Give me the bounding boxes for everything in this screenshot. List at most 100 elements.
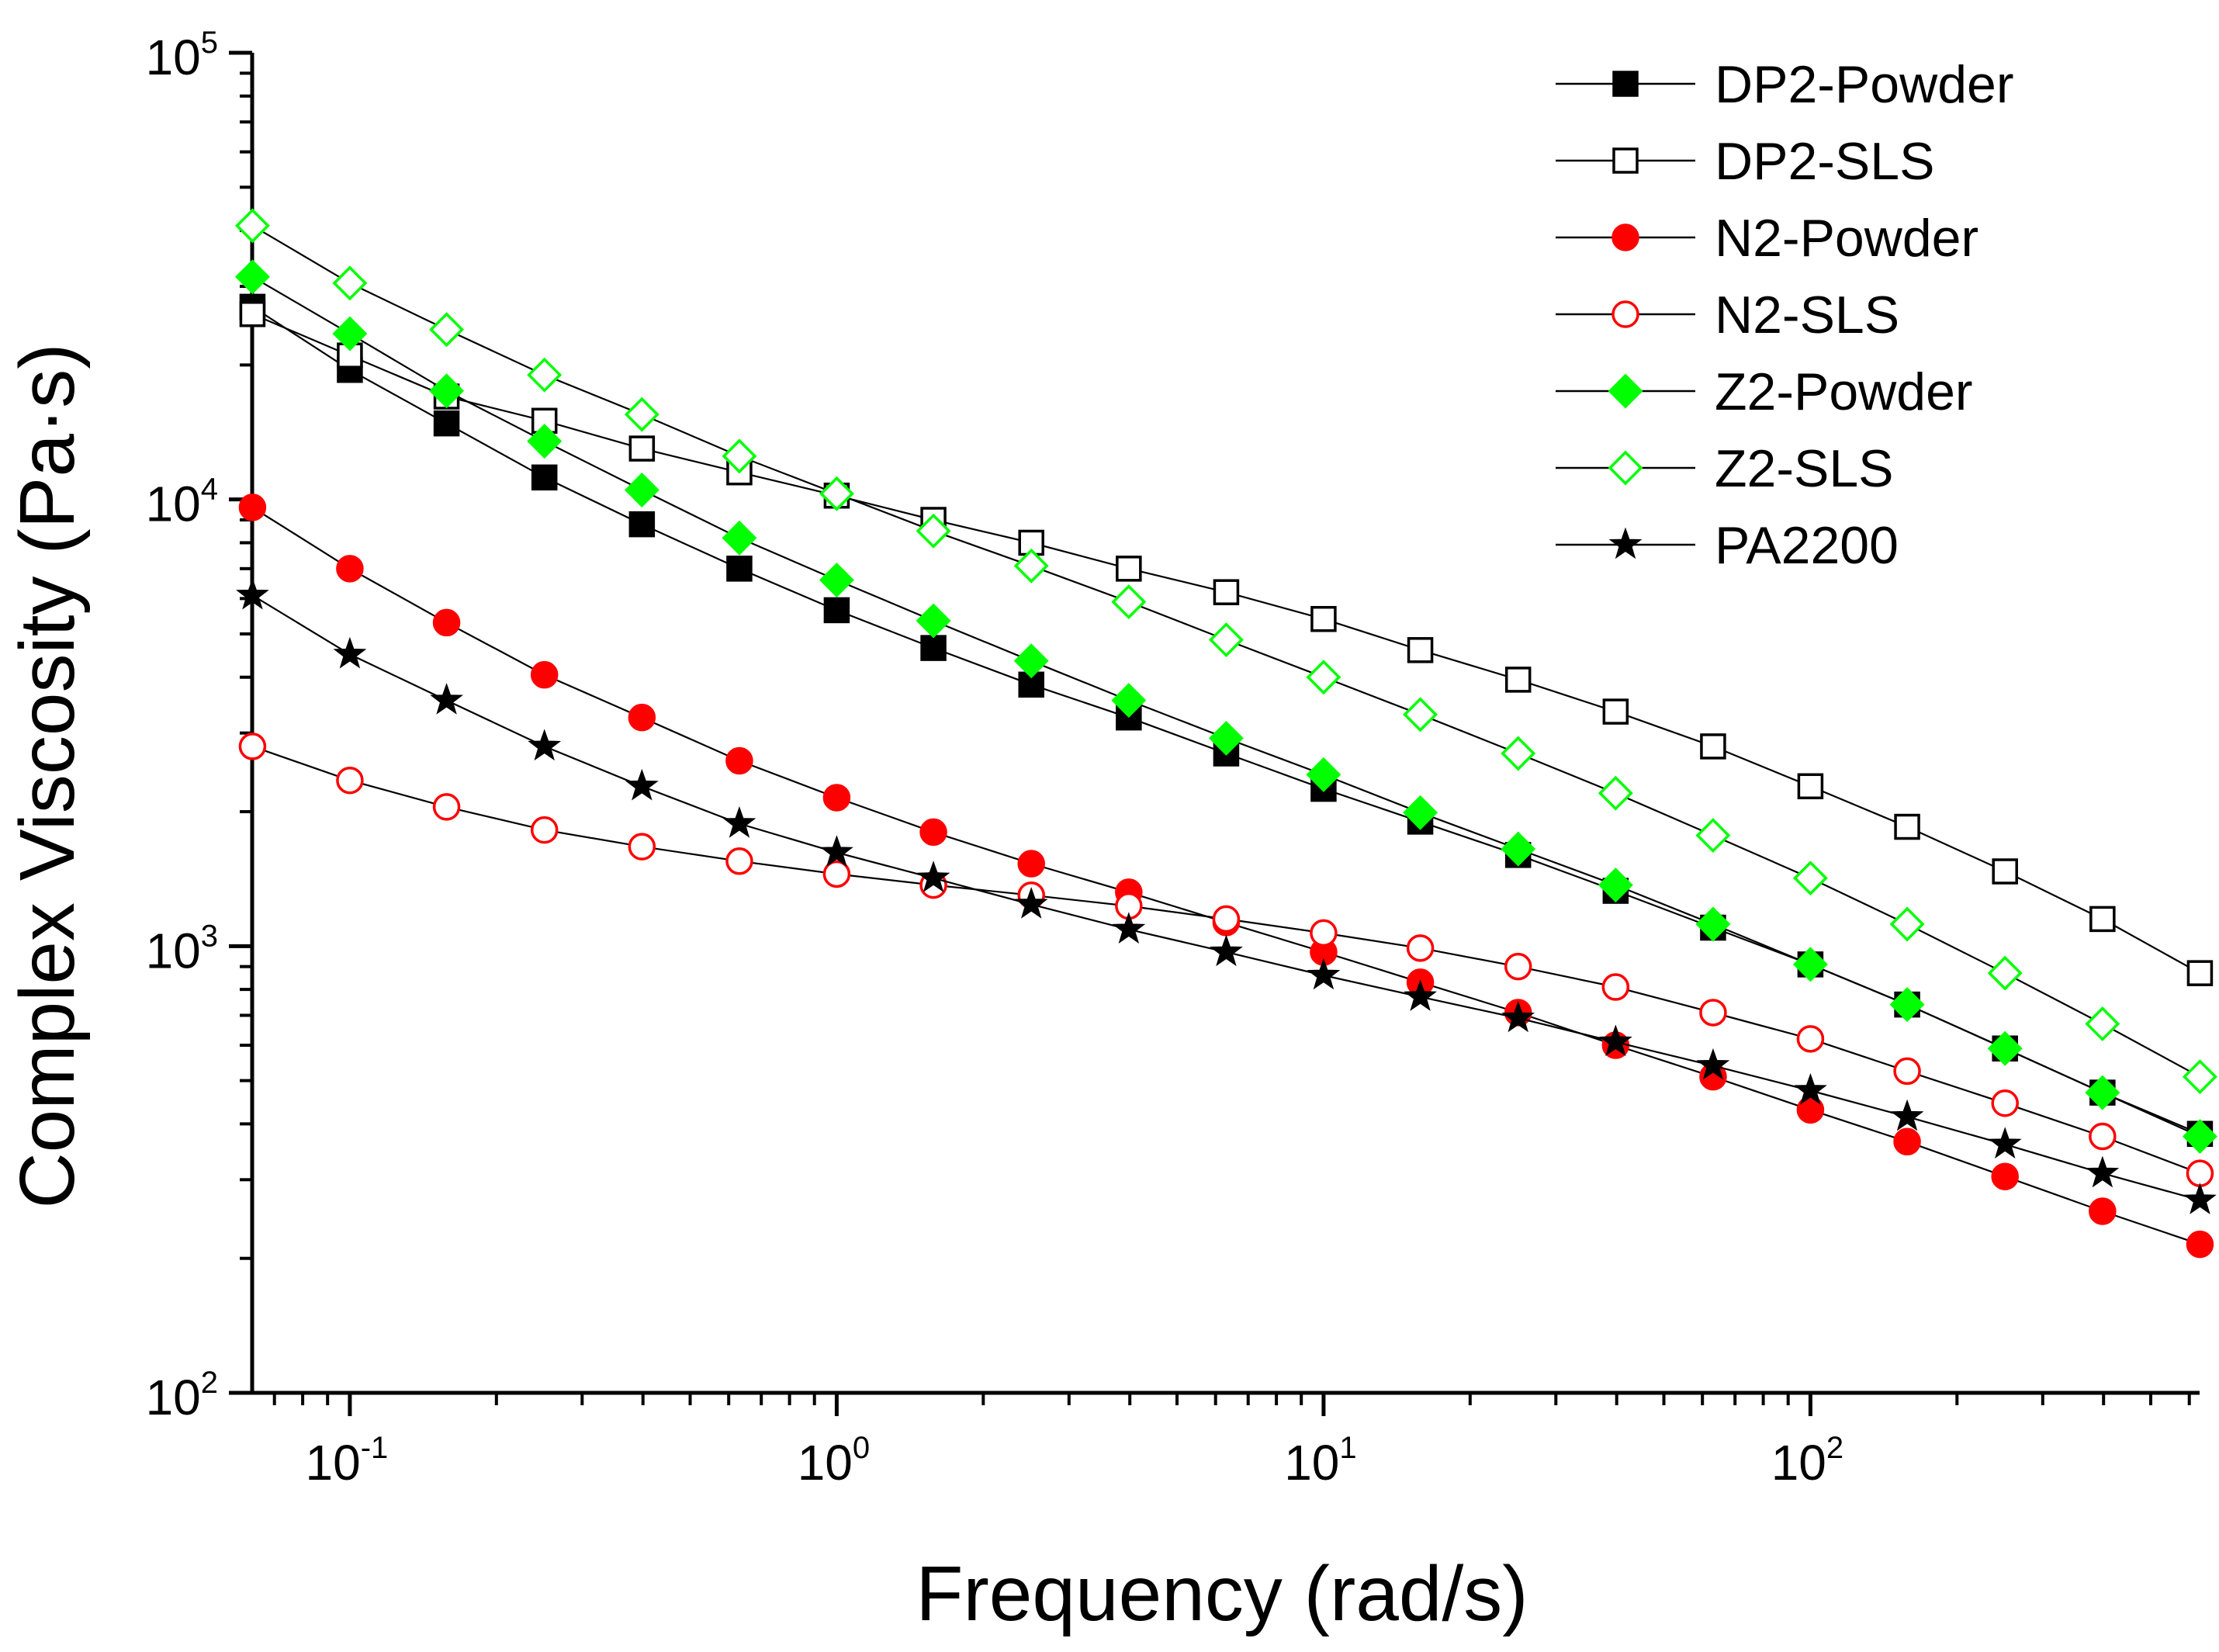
data-point-n2-sls (336, 766, 364, 795)
data-point-z2-sls (624, 397, 659, 432)
data-point-pa2200 (722, 806, 756, 838)
data-point-z2-sls (1792, 861, 1828, 896)
legend-item-n2-sls: N2-SLS (1556, 286, 1899, 345)
data-point-n2-sls (1212, 905, 1241, 933)
data-point-n2-powder (725, 746, 753, 775)
data-point-n2-sls (1893, 1057, 1921, 1086)
legend-marker-dp2-powder (1612, 71, 1639, 97)
data-point-z2-sls (916, 513, 951, 549)
data-point-n2-sls (1991, 1089, 2019, 1117)
data-point-z2-sls (2182, 1059, 2217, 1095)
y-tick-label: 103 (146, 919, 218, 978)
data-point-n2-sls (2186, 1159, 2214, 1187)
series-layer (234, 208, 2217, 1259)
legend-label: Z2-SLS (1715, 439, 1894, 498)
data-point-n2-sls (1796, 1025, 1825, 1053)
data-point-z2-powder (2085, 1075, 2120, 1110)
data-point-z2-sls (527, 357, 563, 393)
series-z2-sls (234, 208, 2217, 1095)
data-point-z2-powder (1598, 868, 1633, 903)
legend-label: N2-Powder (1715, 209, 1978, 268)
data-point-n2-powder (530, 660, 559, 689)
data-point-n2-sls (1504, 952, 1532, 981)
legend-marker-n2-powder (1611, 223, 1639, 251)
legend-item-dp2-powder: DP2-Powder (1556, 55, 2014, 114)
data-point-pa2200 (1794, 1072, 1827, 1105)
data-point-n2-sls (725, 847, 753, 875)
data-point-z2-sls (1111, 584, 1147, 620)
series-pa2200 (236, 577, 2217, 1214)
data-point-z2-powder (624, 472, 659, 507)
data-point-n2-powder (432, 608, 461, 637)
data-point-n2-powder (919, 818, 947, 847)
legend-marker-pa2200 (1608, 527, 1643, 559)
data-point-z2-sls (234, 208, 270, 244)
data-point-z2-powder (527, 424, 563, 459)
data-point-n2-powder (2186, 1230, 2214, 1259)
data-point-pa2200 (1112, 912, 1146, 944)
legend-label: N2-SLS (1715, 286, 1899, 345)
data-point-n2-powder (1893, 1127, 1921, 1156)
data-point-z2-sls (2085, 1006, 2120, 1041)
legend-item-dp2-sls: DP2-SLS (1556, 132, 1934, 191)
data-point-z2-sls (1987, 955, 2023, 991)
y-tick-label: 102 (146, 1366, 218, 1425)
data-point-n2-sls (1310, 919, 1338, 947)
data-point-z2-powder (1111, 683, 1147, 719)
data-point-pa2200 (1598, 1024, 1632, 1057)
data-point-z2-sls (1208, 622, 1244, 658)
data-point-z2-powder (916, 603, 951, 639)
data-point-dp2-sls (2089, 906, 2116, 933)
data-point-pa2200 (2086, 1155, 2120, 1188)
data-point-dp2-sls (239, 301, 266, 327)
data-point-z2-powder (1403, 795, 1438, 830)
data-point-z2-sls (332, 265, 368, 301)
data-point-z2-sls (1889, 906, 1925, 942)
data-point-z2-sls (1403, 697, 1438, 732)
series-n2-sls (238, 732, 2214, 1187)
legend-marker-dp2-sls (1612, 147, 1639, 174)
legend-item-n2-powder: N2-Powder (1556, 209, 1978, 268)
data-point-pa2200 (333, 636, 367, 669)
data-point-pa2200 (1696, 1048, 1730, 1080)
data-point-dp2-powder (726, 556, 753, 582)
data-point-n2-powder (822, 784, 851, 812)
data-point-dp2-powder (823, 597, 850, 624)
data-point-n2-powder (336, 555, 364, 583)
data-point-z2-powder (1501, 831, 1536, 867)
data-point-pa2200 (1307, 958, 1341, 990)
data-point-z2-sls (1501, 736, 1536, 771)
data-point-pa2200 (2183, 1183, 2217, 1214)
data-point-n2-sls (1601, 973, 1630, 1001)
legend: DP2-Powder DP2-SLS N2-Powder N2-SLS Z2-Powde… (1556, 55, 2014, 575)
x-tick-label: 101 (1284, 1431, 1356, 1491)
data-point-pa2200 (236, 577, 269, 610)
data-point-z2-powder (1792, 947, 1828, 982)
legend-item-z2-sls: Z2-SLS (1556, 439, 1894, 498)
y-axis-title: Complex Viscosity (Pa·s) (4, 343, 91, 1208)
data-point-z2-powder (722, 520, 757, 556)
data-point-z2-powder (429, 373, 465, 409)
data-point-dp2-sls (531, 407, 558, 435)
data-point-n2-sls (530, 816, 559, 844)
data-point-n2-sls (2089, 1122, 2117, 1151)
data-point-dp2-sls (1602, 698, 1629, 725)
data-point-n2-sls (628, 833, 656, 861)
data-point-dp2-sls (337, 342, 363, 369)
y-tick-label: 105 (146, 26, 218, 85)
data-point-z2-powder (1013, 643, 1049, 679)
data-point-z2-powder (819, 563, 854, 598)
data-point-dp2-sls (1797, 773, 1824, 800)
data-point-z2-sls (722, 438, 757, 474)
data-point-n2-sls (1699, 999, 1727, 1027)
data-point-n2-sls (822, 860, 851, 888)
data-point-dp2-sls (1894, 813, 1920, 840)
data-point-dp2-sls (1504, 667, 1532, 693)
data-point-dp2-powder (433, 410, 460, 437)
data-point-z2-sls (819, 476, 854, 511)
data-point-z2-sls (1306, 660, 1341, 695)
data-point-pa2200 (430, 683, 463, 715)
data-point-z2-powder (1987, 1030, 2023, 1066)
